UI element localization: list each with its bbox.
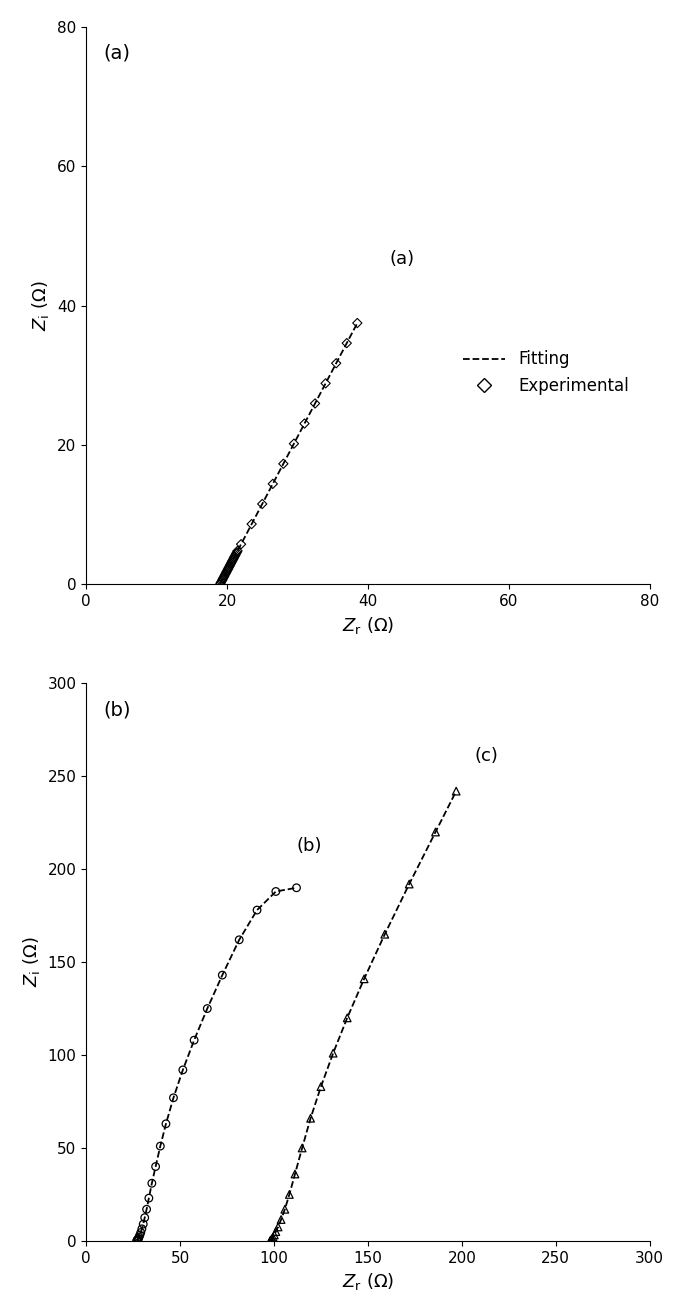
Point [132,1230,142,1251]
Point [310,393,321,414]
Point [133,1228,144,1249]
Point [220,565,231,586]
Point [139,1207,150,1228]
Point [225,554,236,575]
Point [267,474,278,495]
Point [216,570,227,591]
Point [266,1229,277,1250]
Point [143,1188,154,1209]
Point [155,1136,166,1157]
Point [316,1077,327,1098]
Point [232,542,242,563]
Point [268,1226,279,1247]
Point [223,558,234,579]
Point [217,965,228,986]
Point [202,998,213,1019]
Point [451,781,462,802]
Point [160,1113,171,1134]
Point [134,1225,145,1246]
Point [224,555,235,576]
Text: (b): (b) [103,700,131,720]
Point [188,1029,199,1050]
Point [278,453,289,474]
Point [136,1222,147,1243]
Point [257,494,268,515]
Point [430,822,441,843]
Point [222,559,233,580]
X-axis label: $Z_\mathrm{r}$ ($\Omega$): $Z_\mathrm{r}$ ($\Omega$) [342,1271,394,1292]
Point [359,968,370,989]
Point [228,548,239,569]
Text: (b): (b) [297,836,322,855]
Point [147,1173,158,1194]
Point [264,1230,275,1251]
Point [132,1229,143,1250]
Legend: Fitting, Experimental: Fitting, Experimental [457,344,636,402]
Point [320,373,331,394]
Point [291,877,302,898]
Point [132,1230,142,1251]
Point [217,569,228,590]
Point [230,545,241,566]
Point [246,513,257,534]
Point [229,546,240,567]
Point [288,433,299,454]
Point [132,1229,143,1250]
Point [132,1230,142,1251]
Point [403,873,414,894]
Y-axis label: $Z_\mathrm{i}$ ($\Omega$): $Z_\mathrm{i}$ ($\Omega$) [21,936,42,987]
Point [379,924,390,945]
Point [221,562,232,583]
Point [236,533,247,554]
Point [150,1155,161,1176]
Point [299,414,310,435]
Point [269,1225,279,1246]
Point [214,574,225,595]
Point [271,1221,282,1242]
Point [226,551,237,572]
Point [138,1213,149,1234]
Point [218,567,229,588]
Point [251,899,262,920]
Point [265,1230,276,1251]
Point [290,1163,301,1184]
Point [327,1043,338,1064]
Text: (c): (c) [475,747,499,765]
X-axis label: $Z_\mathrm{r}$ ($\Omega$): $Z_\mathrm{r}$ ($\Omega$) [342,614,394,635]
Point [279,1199,290,1220]
Point [223,557,234,578]
Point [331,353,342,374]
Point [136,1218,147,1239]
Text: (a): (a) [389,249,414,268]
Text: (a): (a) [103,43,130,63]
Point [231,544,242,565]
Point [297,1137,308,1158]
Point [215,572,226,593]
Point [216,571,227,592]
Point [342,1007,353,1028]
Point [227,550,238,571]
Point [225,553,236,574]
Point [177,1060,188,1081]
Point [284,1184,295,1205]
Point [227,549,238,570]
Point [234,930,245,951]
Point [275,1209,286,1230]
Point [221,563,232,584]
Point [273,1216,284,1237]
Point [305,1108,316,1129]
Point [341,332,352,353]
Point [265,1230,276,1251]
Point [168,1087,179,1108]
Point [266,1228,277,1249]
Point [134,1226,145,1247]
Point [141,1199,152,1220]
Point [352,312,363,334]
Point [271,881,282,902]
Point [219,566,230,587]
Y-axis label: $Z_\mathrm{i}$ ($\Omega$): $Z_\mathrm{i}$ ($\Omega$) [30,280,51,331]
Point [232,541,243,562]
